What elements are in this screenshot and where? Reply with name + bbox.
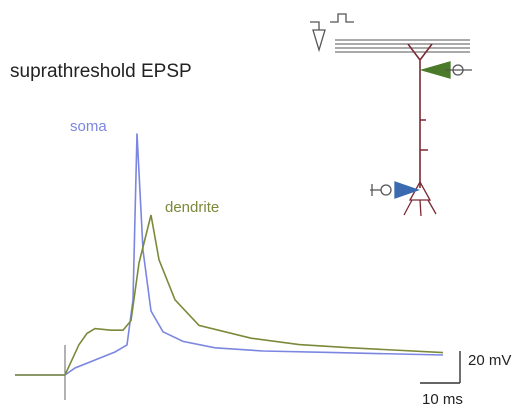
neuron-diagram [310,14,472,216]
chart: suprathreshold EPSP soma dendrite 20 mV 10 … [0,0,530,413]
scale-bar-label: 10 ms [422,391,463,408]
trace-line [15,133,443,375]
trace-label: dendrite [165,199,219,216]
chart-title: suprathreshold EPSP [10,61,192,82]
trace-label: soma [70,118,107,135]
trace-line [15,215,443,375]
scale-bar-label: 20 mV [468,352,511,369]
